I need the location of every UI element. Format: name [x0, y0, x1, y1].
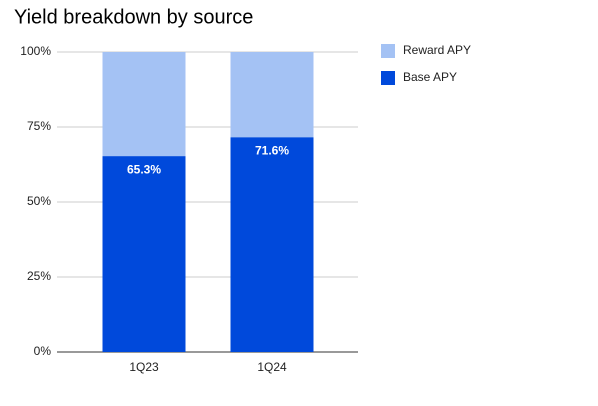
data-label: 65.3% — [127, 162, 161, 176]
y-tick-label: 100% — [20, 44, 51, 58]
legend-swatch — [381, 44, 395, 58]
legend-swatch — [381, 71, 395, 85]
x-tick-label: 1Q23 — [129, 360, 159, 374]
y-tick-label: 0% — [34, 344, 52, 358]
chart-title: Yield breakdown by source — [14, 6, 253, 28]
data-label: 71.6% — [255, 143, 289, 157]
bar-segment — [102, 156, 186, 352]
x-tick-label: 1Q24 — [257, 360, 287, 374]
legend-label: Reward APY — [403, 43, 471, 57]
bar-segment — [230, 52, 314, 138]
legend-label: Base APY — [403, 70, 457, 84]
y-tick-label: 50% — [27, 194, 51, 208]
y-tick-label: 75% — [27, 119, 51, 133]
bar-segment — [230, 137, 314, 352]
y-tick-label: 25% — [27, 269, 51, 283]
bar-segment — [102, 52, 186, 157]
